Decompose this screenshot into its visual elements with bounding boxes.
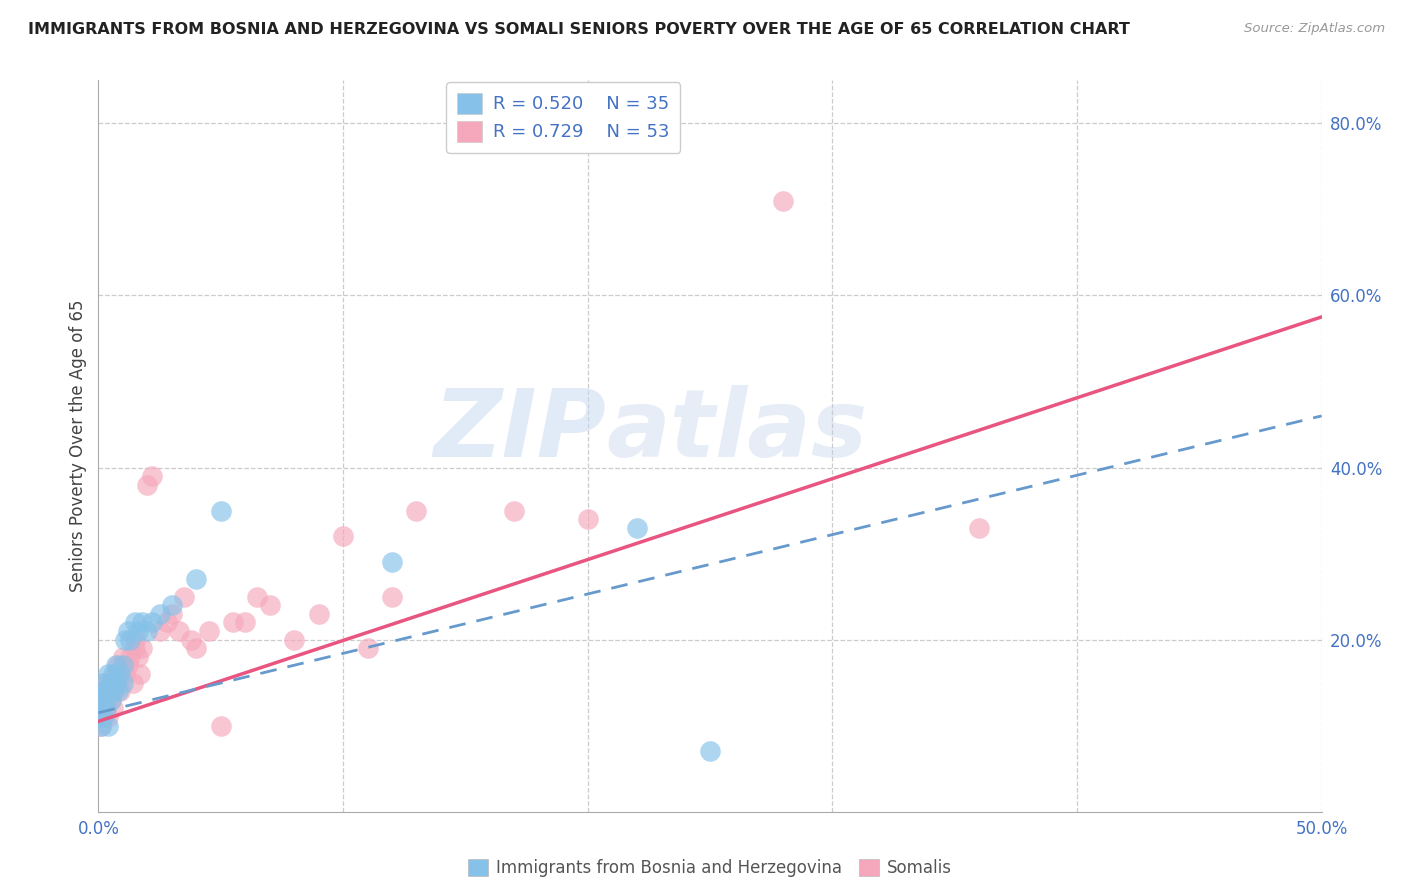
Point xyxy=(356,641,378,656)
Point xyxy=(101,701,124,715)
Text: atlas: atlas xyxy=(606,385,868,477)
Point xyxy=(107,658,129,673)
Point xyxy=(97,719,120,733)
Point xyxy=(127,624,149,638)
Point xyxy=(259,598,281,612)
Point xyxy=(209,719,232,733)
Point xyxy=(141,469,163,483)
Point xyxy=(94,675,117,690)
Point xyxy=(186,573,208,587)
Point xyxy=(111,658,134,673)
Point xyxy=(129,667,152,681)
Point xyxy=(110,667,132,681)
Point xyxy=(160,598,183,612)
Point xyxy=(114,667,136,681)
Point xyxy=(104,667,127,681)
Point xyxy=(90,684,112,698)
Point xyxy=(91,675,114,690)
Point xyxy=(141,615,163,630)
Point xyxy=(100,675,122,690)
Point xyxy=(246,590,269,604)
Point xyxy=(107,684,129,698)
Point xyxy=(131,615,153,630)
Point xyxy=(332,529,354,543)
Point xyxy=(117,624,139,638)
Point xyxy=(167,624,190,638)
Point xyxy=(283,632,305,647)
Point xyxy=(160,607,183,621)
Text: IMMIGRANTS FROM BOSNIA AND HERZEGOVINA VS SOMALI SENIORS POVERTY OVER THE AGE OF: IMMIGRANTS FROM BOSNIA AND HERZEGOVINA V… xyxy=(28,22,1130,37)
Point xyxy=(104,658,127,673)
Point xyxy=(127,649,149,664)
Point xyxy=(967,521,990,535)
Point xyxy=(94,701,117,715)
Point xyxy=(576,512,599,526)
Point xyxy=(91,710,114,724)
Legend: Immigrants from Bosnia and Herzegovina, Somalis: Immigrants from Bosnia and Herzegovina, … xyxy=(461,853,959,884)
Point xyxy=(90,701,112,715)
Point xyxy=(173,590,195,604)
Point xyxy=(131,641,153,656)
Point xyxy=(233,615,256,630)
Point xyxy=(699,744,721,758)
Point xyxy=(405,503,427,517)
Point xyxy=(90,701,112,715)
Point xyxy=(97,710,120,724)
Point xyxy=(101,684,124,698)
Point xyxy=(97,667,120,681)
Point xyxy=(111,675,134,690)
Point xyxy=(209,503,232,517)
Point xyxy=(124,641,146,656)
Text: ZIP: ZIP xyxy=(433,385,606,477)
Point xyxy=(308,607,330,621)
Point xyxy=(90,719,112,733)
Point xyxy=(626,521,648,535)
Point xyxy=(110,684,132,698)
Point xyxy=(180,632,202,647)
Text: Source: ZipAtlas.com: Source: ZipAtlas.com xyxy=(1244,22,1385,36)
Point xyxy=(120,632,142,647)
Point xyxy=(121,675,143,690)
Point xyxy=(100,675,122,690)
Point xyxy=(101,684,124,698)
Point xyxy=(97,684,120,698)
Point xyxy=(156,615,179,630)
Point xyxy=(114,632,136,647)
Point xyxy=(149,607,172,621)
Point xyxy=(100,693,122,707)
Point xyxy=(136,477,159,491)
Point xyxy=(90,719,112,733)
Point xyxy=(100,693,122,707)
Point xyxy=(149,624,172,638)
Point xyxy=(186,641,208,656)
Point xyxy=(136,624,159,638)
Point xyxy=(91,710,114,724)
Point xyxy=(503,503,526,517)
Point xyxy=(94,684,117,698)
Point xyxy=(104,675,127,690)
Point xyxy=(104,675,127,690)
Point xyxy=(117,658,139,673)
Point xyxy=(90,693,112,707)
Point xyxy=(91,693,114,707)
Point xyxy=(197,624,219,638)
Point xyxy=(124,615,146,630)
Point xyxy=(381,590,404,604)
Y-axis label: Seniors Poverty Over the Age of 65: Seniors Poverty Over the Age of 65 xyxy=(69,300,87,592)
Point xyxy=(101,667,124,681)
Point xyxy=(120,649,142,664)
Point xyxy=(94,701,117,715)
Point xyxy=(222,615,245,630)
Point xyxy=(91,693,114,707)
Point xyxy=(124,632,146,647)
Point xyxy=(381,555,404,569)
Point xyxy=(111,649,134,664)
Point xyxy=(772,194,794,208)
Point xyxy=(91,684,114,698)
